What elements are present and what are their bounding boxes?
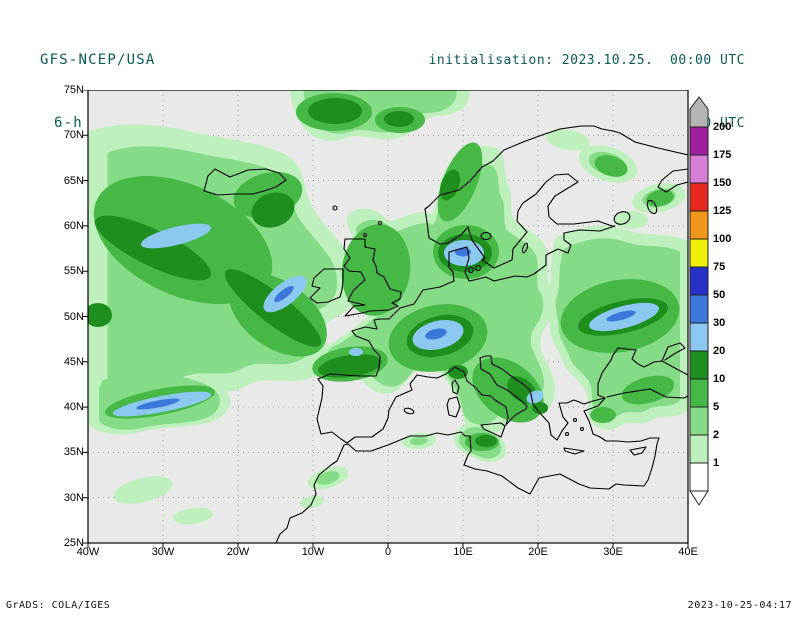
coastline-gotland — [521, 242, 529, 254]
colorbar-label: 30 — [713, 317, 726, 329]
coastline-cyprus — [629, 446, 647, 456]
lon-label: 0 — [384, 546, 392, 558]
coastline-aegean-island-2 — [579, 426, 585, 432]
lon-label: 10E — [453, 546, 473, 558]
coastline-iceland — [203, 168, 287, 196]
colorbar-label: 1 — [713, 457, 720, 469]
coastline-baltic — [439, 173, 616, 282]
lake-vanern — [480, 231, 492, 241]
colorbar-underflow-arrow — [689, 490, 709, 506]
coastline-faroe — [332, 205, 338, 211]
colorbar-segment — [689, 182, 709, 212]
coastline-sicily — [480, 422, 506, 438]
lon-label: 10W — [301, 546, 325, 558]
coastline-zealand — [474, 264, 482, 272]
lake-onega — [646, 199, 658, 215]
coastline-mallorca — [403, 407, 415, 415]
colorbar-segment — [689, 238, 709, 268]
coastline-white-sea — [657, 168, 688, 193]
colorbar-segment — [689, 350, 709, 380]
colorbar — [689, 96, 709, 506]
colorbar-label: 50 — [713, 289, 726, 301]
model-name: GFS-NCEP/USA — [40, 52, 156, 68]
map-canvas — [83, 90, 689, 548]
colorbar-segment — [689, 126, 709, 156]
lat-label: 70N — [63, 129, 84, 141]
coastline-azov — [661, 342, 686, 362]
coastline-aegean-island-1 — [572, 417, 578, 423]
lon-label: 20W — [226, 546, 250, 558]
coastline-black-sea — [597, 347, 688, 399]
lat-label: 40N — [63, 401, 84, 413]
colorbar-segment — [689, 322, 709, 352]
colorbar-segment — [689, 266, 709, 296]
colorbar-segment — [689, 406, 709, 436]
coastline-orkney — [362, 232, 368, 238]
coastline-aegean-island-3 — [564, 431, 570, 437]
lat-label: 75N — [63, 84, 84, 96]
colorbar-label: 100 — [713, 233, 732, 245]
coastline-funen — [467, 266, 475, 274]
coastline-continent-west — [316, 280, 606, 444]
colorbar-segment — [689, 434, 709, 464]
lake-ladoga — [613, 211, 631, 225]
lon-label: 30W — [151, 546, 175, 558]
lon-label: 40E — [678, 546, 698, 558]
colorbar-label: 125 — [713, 205, 732, 217]
coastline-turkey-north — [606, 388, 688, 399]
lon-label: 30E — [603, 546, 623, 558]
coastline-corsica — [451, 379, 460, 395]
colorbar-label: 150 — [713, 177, 732, 189]
coastlines — [203, 125, 688, 543]
coastline-shetland — [377, 220, 383, 226]
lon-label: 40W — [76, 546, 100, 558]
init-time: initialisation: 2023.10.25. 00:00 UTC — [428, 53, 745, 68]
lon-label: 20E — [528, 546, 548, 558]
lat-label: 25N — [63, 537, 84, 549]
colorbar-overflow-arrow — [689, 96, 709, 128]
axis-ticks — [83, 90, 689, 548]
colorbar-segment — [689, 154, 709, 184]
colorbar-label: 10 — [713, 373, 726, 385]
coastline-sardinia — [446, 396, 461, 418]
lat-label: 60N — [63, 220, 84, 232]
colorbar-label: 175 — [713, 149, 732, 161]
colorbar-segment — [689, 210, 709, 240]
colorbar-segment — [689, 294, 709, 324]
coastline-crete — [563, 447, 585, 455]
lat-label: 30N — [63, 492, 84, 504]
colorbar-label: 2 — [713, 429, 720, 441]
coastline-anatolia-africa — [275, 397, 660, 543]
lat-label: 50N — [63, 311, 84, 323]
colorbar-label: 5 — [713, 401, 720, 413]
colorbar-segment — [689, 378, 709, 408]
creation-timestamp: 2023-10-25-04:17 — [687, 600, 792, 611]
lat-label: 55N — [63, 265, 84, 277]
lat-label: 35N — [63, 446, 84, 458]
lat-label: 45N — [63, 356, 84, 368]
colorbar-label: 75 — [713, 261, 726, 273]
coastline-norway — [424, 125, 688, 245]
coastline-britain — [343, 238, 402, 317]
lat-label: 65N — [63, 175, 84, 187]
coastline-ireland — [309, 268, 344, 304]
colorbar-label: 20 — [713, 345, 726, 357]
colorbar-segment — [689, 462, 709, 492]
colorbar-label: 200 — [713, 121, 732, 133]
grads-attribution: GrADS: COLA/IGES — [6, 600, 111, 611]
